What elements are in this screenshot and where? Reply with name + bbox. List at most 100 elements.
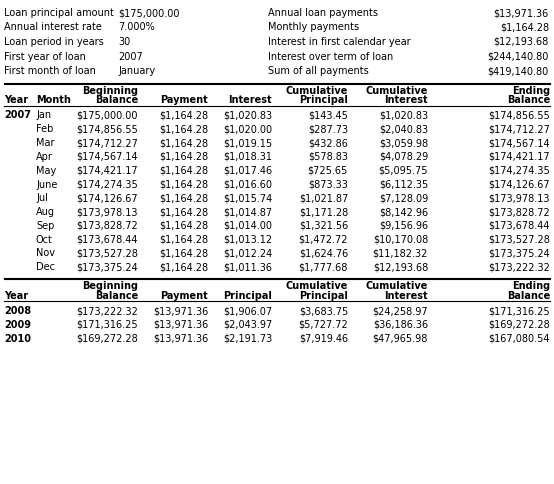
Text: $1,164.28: $1,164.28 (159, 166, 208, 176)
Text: Cumulative: Cumulative (366, 281, 428, 291)
Text: Month: Month (36, 95, 71, 105)
Text: $1,164.28: $1,164.28 (500, 22, 549, 32)
Text: Balance: Balance (95, 290, 138, 301)
Text: $432.86: $432.86 (308, 138, 348, 148)
Text: Principal: Principal (299, 95, 348, 105)
Text: $173,375.24: $173,375.24 (488, 248, 550, 258)
Text: Payment: Payment (160, 290, 208, 301)
Text: Loan period in years: Loan period in years (4, 37, 104, 47)
Text: $6,112.35: $6,112.35 (379, 180, 428, 190)
Text: 2010: 2010 (4, 333, 31, 344)
Text: Dec: Dec (36, 262, 55, 272)
Text: $3,683.75: $3,683.75 (299, 306, 348, 316)
Text: $1,011.36: $1,011.36 (223, 262, 272, 272)
Text: $1,164.28: $1,164.28 (159, 248, 208, 258)
Text: Feb: Feb (36, 124, 53, 134)
Text: $174,274.35: $174,274.35 (488, 166, 550, 176)
Text: $13,971.36: $13,971.36 (153, 306, 208, 316)
Text: $1,019.15: $1,019.15 (223, 138, 272, 148)
Text: First year of loan: First year of loan (4, 51, 86, 61)
Text: $7,919.46: $7,919.46 (299, 333, 348, 344)
Text: $36,186.36: $36,186.36 (373, 320, 428, 330)
Text: Interest: Interest (384, 95, 428, 105)
Text: Payment: Payment (160, 95, 208, 105)
Text: $1,020.83: $1,020.83 (223, 110, 272, 121)
Text: $174,856.55: $174,856.55 (76, 124, 138, 134)
Text: Interest over term of loan: Interest over term of loan (268, 51, 393, 61)
Text: First month of loan: First month of loan (4, 66, 96, 76)
Text: $1,164.28: $1,164.28 (159, 124, 208, 134)
Text: Oct: Oct (36, 235, 53, 245)
Text: $174,712.27: $174,712.27 (76, 138, 138, 148)
Text: Sum of all payments: Sum of all payments (268, 66, 369, 76)
Text: $24,258.97: $24,258.97 (372, 306, 428, 316)
Text: $1,012.24: $1,012.24 (223, 248, 272, 258)
Text: $419,140.80: $419,140.80 (488, 66, 549, 76)
Text: $174,712.27: $174,712.27 (488, 124, 550, 134)
Text: Annual loan payments: Annual loan payments (268, 8, 378, 18)
Text: Beginning: Beginning (82, 281, 138, 291)
Text: $873.33: $873.33 (308, 180, 348, 190)
Text: $1,906.07: $1,906.07 (223, 306, 272, 316)
Text: $13,971.36: $13,971.36 (153, 333, 208, 344)
Text: 7.000%: 7.000% (118, 22, 155, 32)
Text: $173,222.32: $173,222.32 (76, 306, 138, 316)
Text: $12,193.68: $12,193.68 (373, 262, 428, 272)
Text: $173,222.32: $173,222.32 (488, 262, 550, 272)
Text: Apr: Apr (36, 152, 53, 162)
Text: $175,000.00: $175,000.00 (118, 8, 179, 18)
Text: $1,017.46: $1,017.46 (223, 166, 272, 176)
Text: $244,140.80: $244,140.80 (488, 51, 549, 61)
Text: 2007: 2007 (4, 110, 31, 121)
Text: January: January (118, 66, 155, 76)
Text: $1,164.28: $1,164.28 (159, 193, 208, 203)
Text: Interest: Interest (384, 290, 428, 301)
Text: $1,777.68: $1,777.68 (299, 262, 348, 272)
Text: $173,375.24: $173,375.24 (76, 262, 138, 272)
Text: Cumulative: Cumulative (366, 86, 428, 95)
Text: $1,021.87: $1,021.87 (299, 193, 348, 203)
Text: $169,272.28: $169,272.28 (76, 333, 138, 344)
Text: 2009: 2009 (4, 320, 31, 330)
Text: Jan: Jan (36, 110, 51, 121)
Text: $13,971.36: $13,971.36 (494, 8, 549, 18)
Text: $1,020.83: $1,020.83 (379, 110, 428, 121)
Text: $174,274.35: $174,274.35 (76, 180, 138, 190)
Text: $1,472.72: $1,472.72 (299, 235, 348, 245)
Text: $174,567.14: $174,567.14 (489, 138, 550, 148)
Text: Year: Year (4, 95, 28, 105)
Text: $3,059.98: $3,059.98 (379, 138, 428, 148)
Text: $10,170.08: $10,170.08 (373, 235, 428, 245)
Text: $1,164.28: $1,164.28 (159, 221, 208, 231)
Text: $173,978.13: $173,978.13 (76, 207, 138, 217)
Text: $13,971.36: $13,971.36 (153, 320, 208, 330)
Text: $1,164.28: $1,164.28 (159, 138, 208, 148)
Text: $1,013.12: $1,013.12 (223, 235, 272, 245)
Text: $1,020.00: $1,020.00 (223, 124, 272, 134)
Text: Cumulative: Cumulative (286, 281, 348, 291)
Text: Aug: Aug (36, 207, 55, 217)
Text: Year: Year (4, 290, 28, 301)
Text: Balance: Balance (507, 95, 550, 105)
Text: Monthly payments: Monthly payments (268, 22, 359, 32)
Text: Ending: Ending (512, 86, 550, 95)
Text: Sep: Sep (36, 221, 54, 231)
Text: June: June (36, 180, 58, 190)
Text: $171,316.25: $171,316.25 (76, 320, 138, 330)
Text: $1,624.76: $1,624.76 (299, 248, 348, 258)
Text: Ending: Ending (512, 281, 550, 291)
Text: $578.83: $578.83 (308, 152, 348, 162)
Text: $8,142.96: $8,142.96 (379, 207, 428, 217)
Text: Principal: Principal (299, 290, 348, 301)
Text: $1,321.56: $1,321.56 (299, 221, 348, 231)
Text: $174,856.55: $174,856.55 (488, 110, 550, 121)
Text: $9,156.96: $9,156.96 (379, 221, 428, 231)
Text: $2,040.83: $2,040.83 (379, 124, 428, 134)
Text: 2008: 2008 (4, 306, 31, 316)
Text: $171,316.25: $171,316.25 (489, 306, 550, 316)
Text: $12,193.68: $12,193.68 (494, 37, 549, 47)
Text: $173,527.28: $173,527.28 (488, 235, 550, 245)
Text: $5,727.72: $5,727.72 (298, 320, 348, 330)
Text: $1,164.28: $1,164.28 (159, 180, 208, 190)
Text: $173,978.13: $173,978.13 (489, 193, 550, 203)
